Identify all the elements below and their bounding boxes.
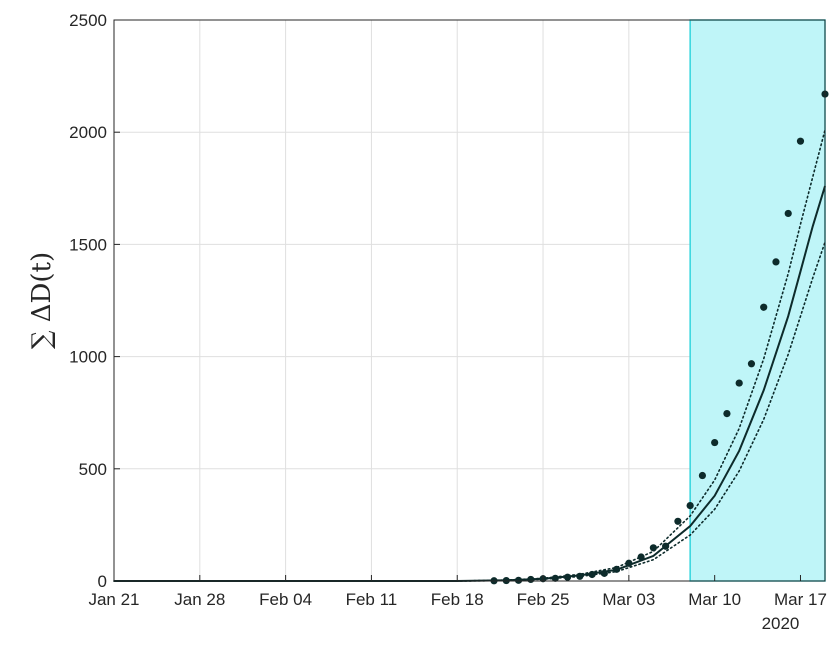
observed-point bbox=[588, 570, 596, 579]
x-tick-label: Feb 04 bbox=[259, 590, 312, 609]
y-tick-label: 1500 bbox=[69, 235, 107, 254]
x-tick-label: Mar 17 bbox=[774, 590, 827, 609]
observed-point bbox=[747, 360, 756, 368]
x-tick-label: Mar 03 bbox=[602, 590, 655, 609]
y-tick-label: 0 bbox=[98, 572, 107, 591]
observed-point bbox=[551, 574, 559, 582]
highlight-region-layer bbox=[689, 19, 826, 582]
observed-point bbox=[563, 573, 572, 581]
observed-point bbox=[784, 209, 792, 218]
x-tick-label: Feb 25 bbox=[517, 590, 570, 609]
y-tick-label: 2000 bbox=[69, 123, 107, 142]
x-tick-label: Feb 18 bbox=[431, 590, 484, 609]
observed-point bbox=[674, 517, 682, 525]
observed-point bbox=[760, 303, 768, 311]
observed-point bbox=[723, 409, 731, 418]
observed-point bbox=[600, 569, 608, 577]
observed-point bbox=[796, 137, 805, 145]
observed-point bbox=[662, 542, 670, 550]
highlight-region bbox=[689, 19, 826, 582]
x-tick-label: Jan 28 bbox=[174, 590, 225, 609]
observed-point bbox=[686, 502, 694, 510]
y-tick-label: 1000 bbox=[69, 348, 107, 367]
observed-point bbox=[637, 553, 645, 561]
y-tick-label: 2500 bbox=[69, 11, 107, 30]
observed-point bbox=[527, 575, 535, 584]
x-tick-label: Feb 11 bbox=[346, 590, 398, 609]
y-axis-label: ∑ ΔD(t) bbox=[27, 252, 57, 349]
observed-point bbox=[735, 379, 743, 387]
year-label: 2020 bbox=[762, 614, 800, 633]
observed-point bbox=[649, 544, 657, 552]
observed-point bbox=[698, 471, 707, 480]
observed-point bbox=[625, 559, 633, 567]
observed-point bbox=[576, 572, 584, 580]
observed-point bbox=[711, 438, 719, 447]
y-tick-label: 500 bbox=[79, 460, 107, 479]
observed-point bbox=[772, 258, 780, 266]
axis-ticks: Jan 21 Jan 28 Feb 04 Feb 11 Feb 18 Feb 25 Mar … bbox=[69, 11, 827, 609]
observed-point bbox=[613, 565, 621, 573]
axes-box bbox=[113, 19, 826, 582]
observed-point bbox=[514, 576, 523, 584]
x-tick-label: Jan 21 bbox=[88, 590, 139, 609]
x-tick-label: Mar 10 bbox=[688, 590, 741, 609]
